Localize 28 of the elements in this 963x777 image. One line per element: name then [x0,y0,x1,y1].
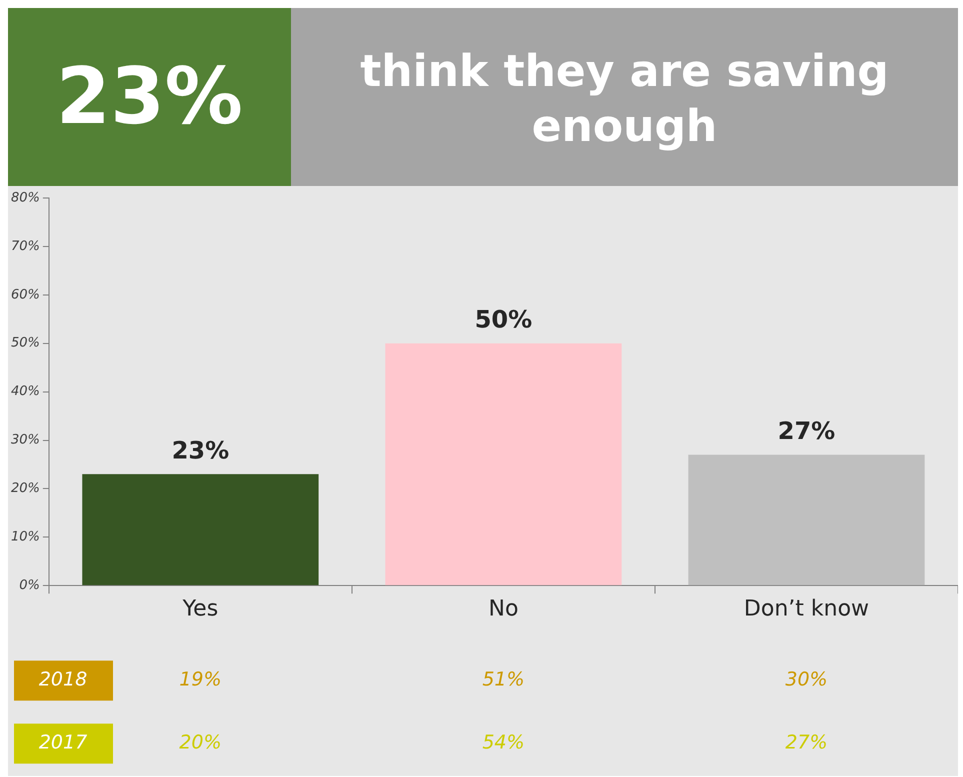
text: 51% [482,668,525,691]
y-tick-label: 30% [10,432,40,448]
text: 2017 [38,732,88,754]
y-tick-label: 0% [19,578,40,593]
chart-title: think they are saving enough [291,8,958,186]
y-tick-label: 70% [10,238,40,254]
data-label: 23% [172,436,230,464]
text: 19% [179,668,222,691]
x-tick-label: Don’t know [744,596,870,622]
y-tick-label: 50% [10,336,40,351]
text: 27% [785,732,828,754]
text: 2018 [38,668,88,691]
text: 30% [785,668,828,691]
text: 23% [8,8,291,186]
x-tick-label: No [488,596,518,622]
y-tick-label: 60% [10,287,40,302]
x-tick-label: Yes [182,596,218,622]
data-label: 50% [474,306,532,334]
bar [688,454,925,586]
data-label: 27% [778,417,836,446]
text: 20% [179,732,222,754]
y-tick-label: 20% [10,481,40,496]
y-tick-label: 40% [10,384,40,400]
bar [82,474,319,586]
bar [385,343,622,586]
text: 54% [482,732,525,754]
y-tick-label: 80% [10,190,40,206]
y-tick-label: 10% [10,530,40,545]
